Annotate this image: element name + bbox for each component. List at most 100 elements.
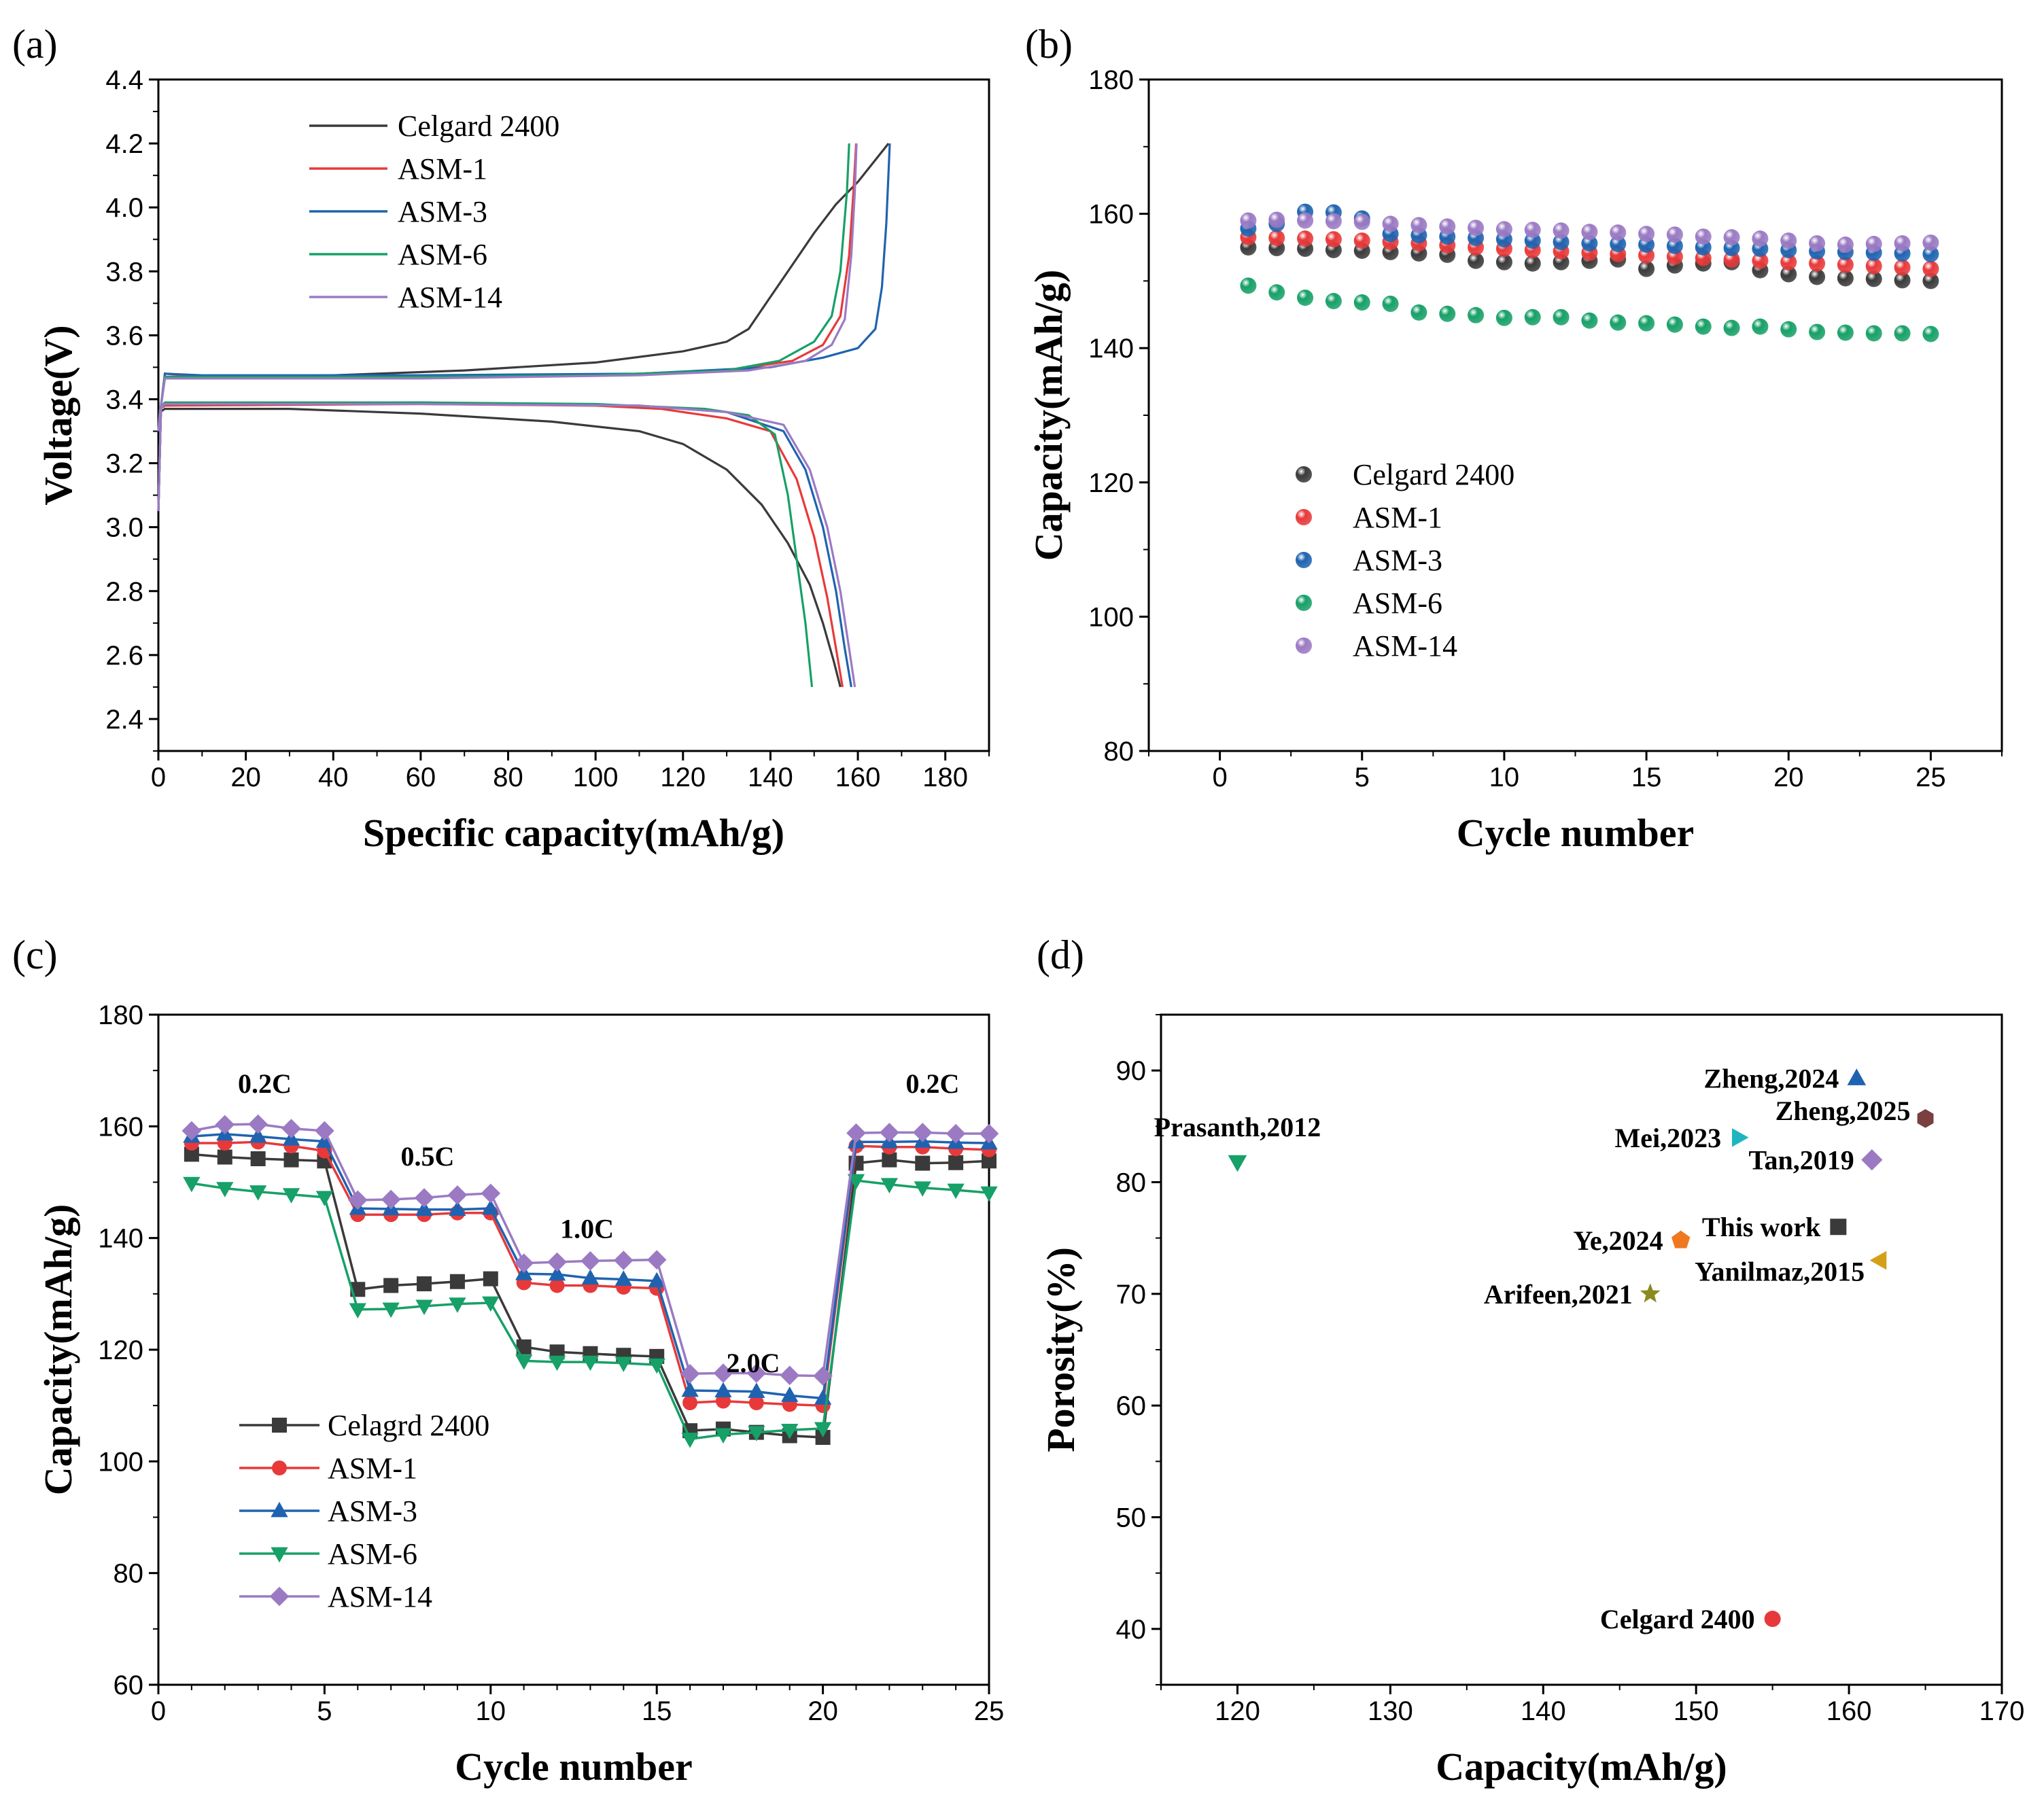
data-point <box>714 1382 732 1398</box>
y-tick-label: 50 <box>1116 1503 1147 1533</box>
data-point <box>1922 273 1939 290</box>
legend-label: ASM-1 <box>398 152 487 186</box>
data-point <box>1780 321 1797 338</box>
x-tick-label: 20 <box>808 1696 838 1726</box>
point-label: Arifeen,2021 <box>1484 1279 1633 1310</box>
data-point <box>1922 260 1939 277</box>
data-point <box>547 1252 567 1272</box>
x-tick-label: 5 <box>317 1696 332 1726</box>
data-point <box>481 1183 501 1204</box>
point-label: Prasanth,2012 <box>1154 1112 1321 1142</box>
data-point <box>1325 293 1342 310</box>
data-point <box>1353 294 1370 311</box>
legend-label: ASM-3 <box>328 1494 417 1528</box>
rate-annotation: 0.2C <box>905 1068 959 1099</box>
data-point <box>1439 305 1456 322</box>
legend-label: Celagrd 2400 <box>328 1409 489 1442</box>
data-point <box>714 1428 732 1444</box>
data-point <box>548 1265 566 1281</box>
x-axis-label: Cycle number <box>1457 811 1695 855</box>
data-point <box>1894 325 1911 342</box>
data-point <box>1869 1250 1887 1270</box>
data-point <box>748 1426 765 1441</box>
x-tick-label: 10 <box>1489 763 1520 792</box>
legend-label: ASM-3 <box>398 195 487 228</box>
data-point <box>914 1181 931 1197</box>
y-tick-label: 120 <box>98 1335 143 1365</box>
data-point <box>282 1188 300 1204</box>
x-tick-label: 15 <box>1631 763 1662 792</box>
data-point <box>1752 252 1769 269</box>
data-point <box>846 1123 866 1143</box>
rate-annotation: 0.5C <box>400 1141 454 1172</box>
data-point <box>581 1251 600 1271</box>
data-point <box>216 1182 234 1197</box>
x-axis-label: Capacity(mAh/g) <box>1436 1745 1727 1789</box>
data-point <box>982 1153 997 1169</box>
y-tick-label: 80 <box>114 1559 144 1589</box>
x-tick-label: 40 <box>318 763 349 792</box>
data-point <box>483 1271 498 1287</box>
y-axis-label: Voltage(V) <box>36 325 80 505</box>
rate-annotation: 1.0C <box>560 1214 614 1244</box>
data-point <box>1325 213 1342 230</box>
data-point <box>1752 230 1769 247</box>
data-point <box>1297 290 1314 307</box>
data-point <box>1325 231 1342 248</box>
data-point <box>1382 215 1399 232</box>
y-tick-label: 3.0 <box>105 513 143 543</box>
y-tick-label: 140 <box>98 1224 143 1254</box>
y-tick-label: 160 <box>98 1112 143 1142</box>
panel-d-label: (d) <box>1037 932 1084 977</box>
data-point <box>847 1174 865 1190</box>
data-point <box>449 1297 466 1313</box>
data-point <box>614 1250 634 1270</box>
data-point <box>1837 324 1854 341</box>
y-tick-label: 80 <box>1104 737 1134 767</box>
data-point <box>549 1278 565 1293</box>
point-label: Mei,2023 <box>1615 1123 1722 1153</box>
data-point <box>581 1355 600 1371</box>
data-point <box>880 1178 899 1193</box>
panel-a-chart: 0 20 40 60 80 100 120 140 160 180 2.4 2.6 2.8 3.0 3.2 3… <box>36 65 990 855</box>
curve-charge <box>157 143 850 512</box>
panel-c-label: (c) <box>12 932 58 977</box>
y-tick-label: 80 <box>1116 1168 1147 1198</box>
data-point <box>880 1123 899 1142</box>
data-point <box>1240 212 1257 229</box>
x-tick-label: 160 <box>1826 1696 1872 1726</box>
data-point <box>1837 256 1854 273</box>
panel-b-label: (b) <box>1025 22 1073 67</box>
data-point <box>948 1155 964 1170</box>
data-point <box>1553 222 1570 239</box>
data-point <box>1410 304 1427 321</box>
rate-annotation: 0.2C <box>238 1068 292 1099</box>
legend-marker <box>272 1418 287 1433</box>
data-point <box>946 1123 966 1144</box>
x-tick-label: 140 <box>1521 1696 1566 1726</box>
x-tick-label: 20 <box>1773 763 1804 792</box>
legend-marker <box>271 1547 288 1563</box>
data-point <box>1439 218 1456 235</box>
data-point <box>915 1155 931 1171</box>
legend-label: ASM-6 <box>328 1537 417 1571</box>
data-point <box>1495 309 1512 326</box>
data-point <box>1666 316 1683 333</box>
data-point <box>1468 307 1485 323</box>
data-point <box>614 1357 632 1372</box>
data-point <box>283 1152 299 1168</box>
data-point <box>781 1386 799 1402</box>
data-point <box>548 1355 566 1371</box>
y-tick-label: 4.2 <box>105 129 143 159</box>
data-point <box>1847 1068 1867 1085</box>
data-point <box>1610 224 1627 241</box>
y-tick-label: 180 <box>1088 65 1134 95</box>
legend-marker <box>1296 552 1312 568</box>
y-tick-label: 2.8 <box>105 577 143 607</box>
data-point <box>1731 1127 1749 1147</box>
y-tick-label: 3.8 <box>105 257 143 287</box>
data-point <box>1764 1611 1781 1628</box>
x-tick-label: 100 <box>573 763 619 792</box>
data-point <box>315 1121 334 1141</box>
legend-marker <box>269 1586 290 1607</box>
